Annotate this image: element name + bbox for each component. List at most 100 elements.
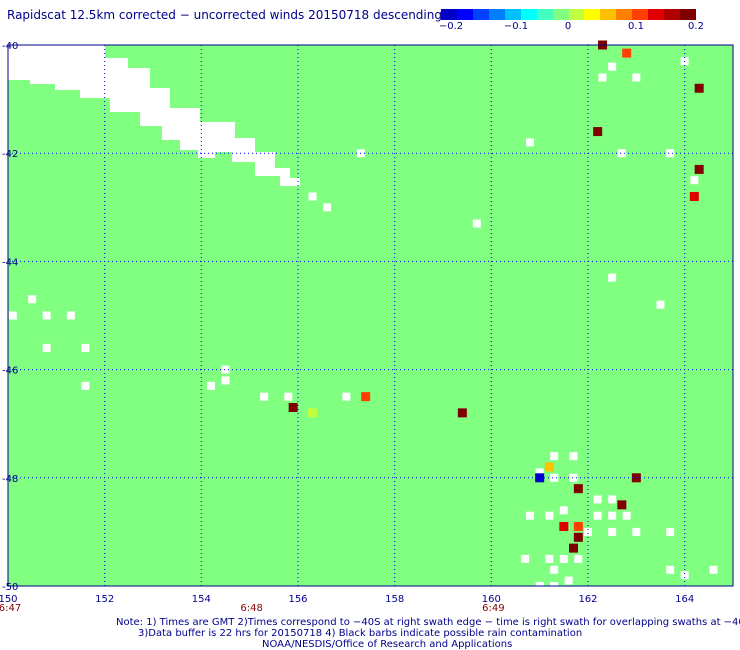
missing-data-cell — [521, 554, 530, 563]
wind-difference-cell — [544, 462, 554, 472]
note-line-2: 3)Data buffer is 22 hrs for 20150718 4) … — [138, 628, 583, 639]
colorbar-swatch — [520, 9, 537, 20]
latitude-label: -40 — [2, 41, 18, 52]
missing-data-cell — [666, 527, 675, 536]
missing-data-cell — [574, 554, 583, 563]
missing-data-cell — [526, 138, 534, 147]
missing-data-cell — [342, 392, 351, 401]
wind-difference-cell — [457, 408, 467, 418]
map-frame — [7, 44, 734, 587]
missing-data-cell — [569, 452, 578, 461]
colorbar-tick: 0.1 — [628, 21, 644, 32]
wind-difference-cell — [569, 543, 578, 553]
wind-difference-cell — [694, 83, 704, 93]
missing-data-cell — [260, 392, 269, 401]
wind-difference-cell — [361, 392, 371, 402]
colorbar-swatch — [664, 9, 681, 20]
missing-data-cell — [545, 511, 554, 520]
missing-data-cell — [559, 554, 568, 563]
missing-data-cell — [617, 149, 626, 158]
missing-data-cell — [608, 62, 617, 71]
colorbar-swatch — [616, 9, 633, 20]
missing-data-cell — [593, 495, 602, 504]
wind-difference-cell — [622, 48, 632, 58]
missing-data-cell — [66, 311, 75, 320]
missing-data-cell — [221, 376, 230, 385]
wind-difference-cell — [689, 191, 699, 201]
colorbar-swatch — [472, 9, 489, 20]
missing-data-cell — [535, 468, 544, 477]
land-area — [8, 45, 300, 186]
wind-difference-cell — [573, 521, 583, 531]
missing-data-cell — [284, 392, 293, 401]
missing-data-cell — [584, 527, 592, 536]
colorbar-swatch — [568, 9, 585, 20]
missing-data-cell — [666, 149, 675, 158]
colorbar — [441, 9, 696, 20]
wind-difference-cell — [617, 500, 627, 510]
missing-data-cell — [608, 495, 617, 504]
note-line-1: Note: 1) Times are GMT 2)Times correspon… — [116, 617, 740, 628]
wind-difference-cell — [573, 532, 583, 542]
note-line-3: NOAA/NESDIS/Office of Research and Appli… — [262, 639, 513, 650]
colorbar-swatch — [584, 9, 601, 20]
time-label: 6:48 — [240, 603, 262, 614]
missing-data-cell — [632, 73, 641, 82]
wind-difference-cell — [535, 473, 545, 483]
missing-data-cell — [550, 473, 559, 482]
colorbar-tick: −0.1 — [503, 21, 529, 32]
missing-data-cell — [323, 203, 331, 212]
missing-data-cell — [709, 565, 718, 574]
missing-data-cell — [8, 311, 17, 320]
colorbar-swatch — [488, 9, 505, 20]
colorbar-swatch — [504, 9, 521, 20]
missing-data-cell — [564, 576, 573, 585]
missing-data-cell — [526, 511, 534, 520]
missing-data-cell — [690, 176, 699, 185]
latitude-label: -42 — [2, 149, 18, 160]
longitude-label: 164 — [675, 594, 694, 605]
colorbar-swatch — [536, 9, 553, 20]
wind-difference-cell — [593, 127, 603, 137]
map-title: Rapidscat 12.5km corrected − uncorrected… — [7, 8, 442, 22]
missing-data-cell — [42, 343, 51, 352]
wind-difference-cell — [308, 408, 317, 418]
latitude-label: -46 — [2, 366, 18, 377]
missing-data-cell — [632, 527, 641, 536]
longitude-label: 154 — [192, 594, 211, 605]
colorbar-swatch — [648, 9, 665, 20]
longitude-label: 160 — [482, 594, 501, 605]
colorbar-tick: −0.2 — [438, 21, 464, 32]
longitude-label: 152 — [95, 594, 114, 605]
latitude-label: -48 — [2, 474, 18, 485]
missing-data-cell — [598, 73, 607, 82]
missing-data-cell — [28, 295, 37, 304]
longitude-label: 150 — [0, 594, 18, 605]
time-label: 6:49 — [482, 603, 504, 614]
wind-difference-cell — [694, 164, 704, 174]
latitude-label: -50 — [2, 582, 18, 593]
missing-data-cell — [656, 300, 665, 309]
wind-difference-cell — [288, 402, 298, 412]
missing-data-cell — [472, 219, 481, 228]
longitude-label: 156 — [288, 594, 307, 605]
colorbar-swatch — [600, 9, 617, 20]
missing-data-cell — [666, 565, 675, 574]
missing-data-cell — [569, 473, 578, 482]
missing-data-cell — [593, 511, 602, 520]
colorbar-swatch — [552, 9, 569, 20]
missing-data-cell — [308, 192, 317, 201]
missing-data-cell — [608, 511, 617, 520]
missing-data-cell — [622, 511, 631, 520]
wind-difference-cell — [573, 484, 583, 494]
missing-data-cell — [550, 565, 559, 574]
colorbar-swatch — [456, 9, 473, 20]
missing-data-cell — [221, 365, 230, 374]
missing-data-cell — [207, 381, 215, 390]
time-label: 6:47 — [0, 603, 21, 614]
wind-difference-cell — [559, 521, 569, 531]
missing-data-cell — [42, 311, 51, 320]
colorbar-swatch — [680, 9, 696, 20]
longitude-label: 158 — [385, 594, 404, 605]
